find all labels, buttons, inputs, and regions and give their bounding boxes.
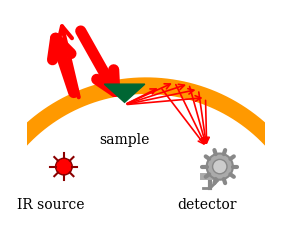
Polygon shape (104, 84, 145, 102)
Text: sample: sample (99, 133, 150, 147)
Text: IR source: IR source (17, 198, 85, 212)
Text: detector: detector (177, 198, 237, 212)
Circle shape (55, 158, 72, 175)
Circle shape (213, 159, 227, 174)
Circle shape (207, 154, 233, 180)
